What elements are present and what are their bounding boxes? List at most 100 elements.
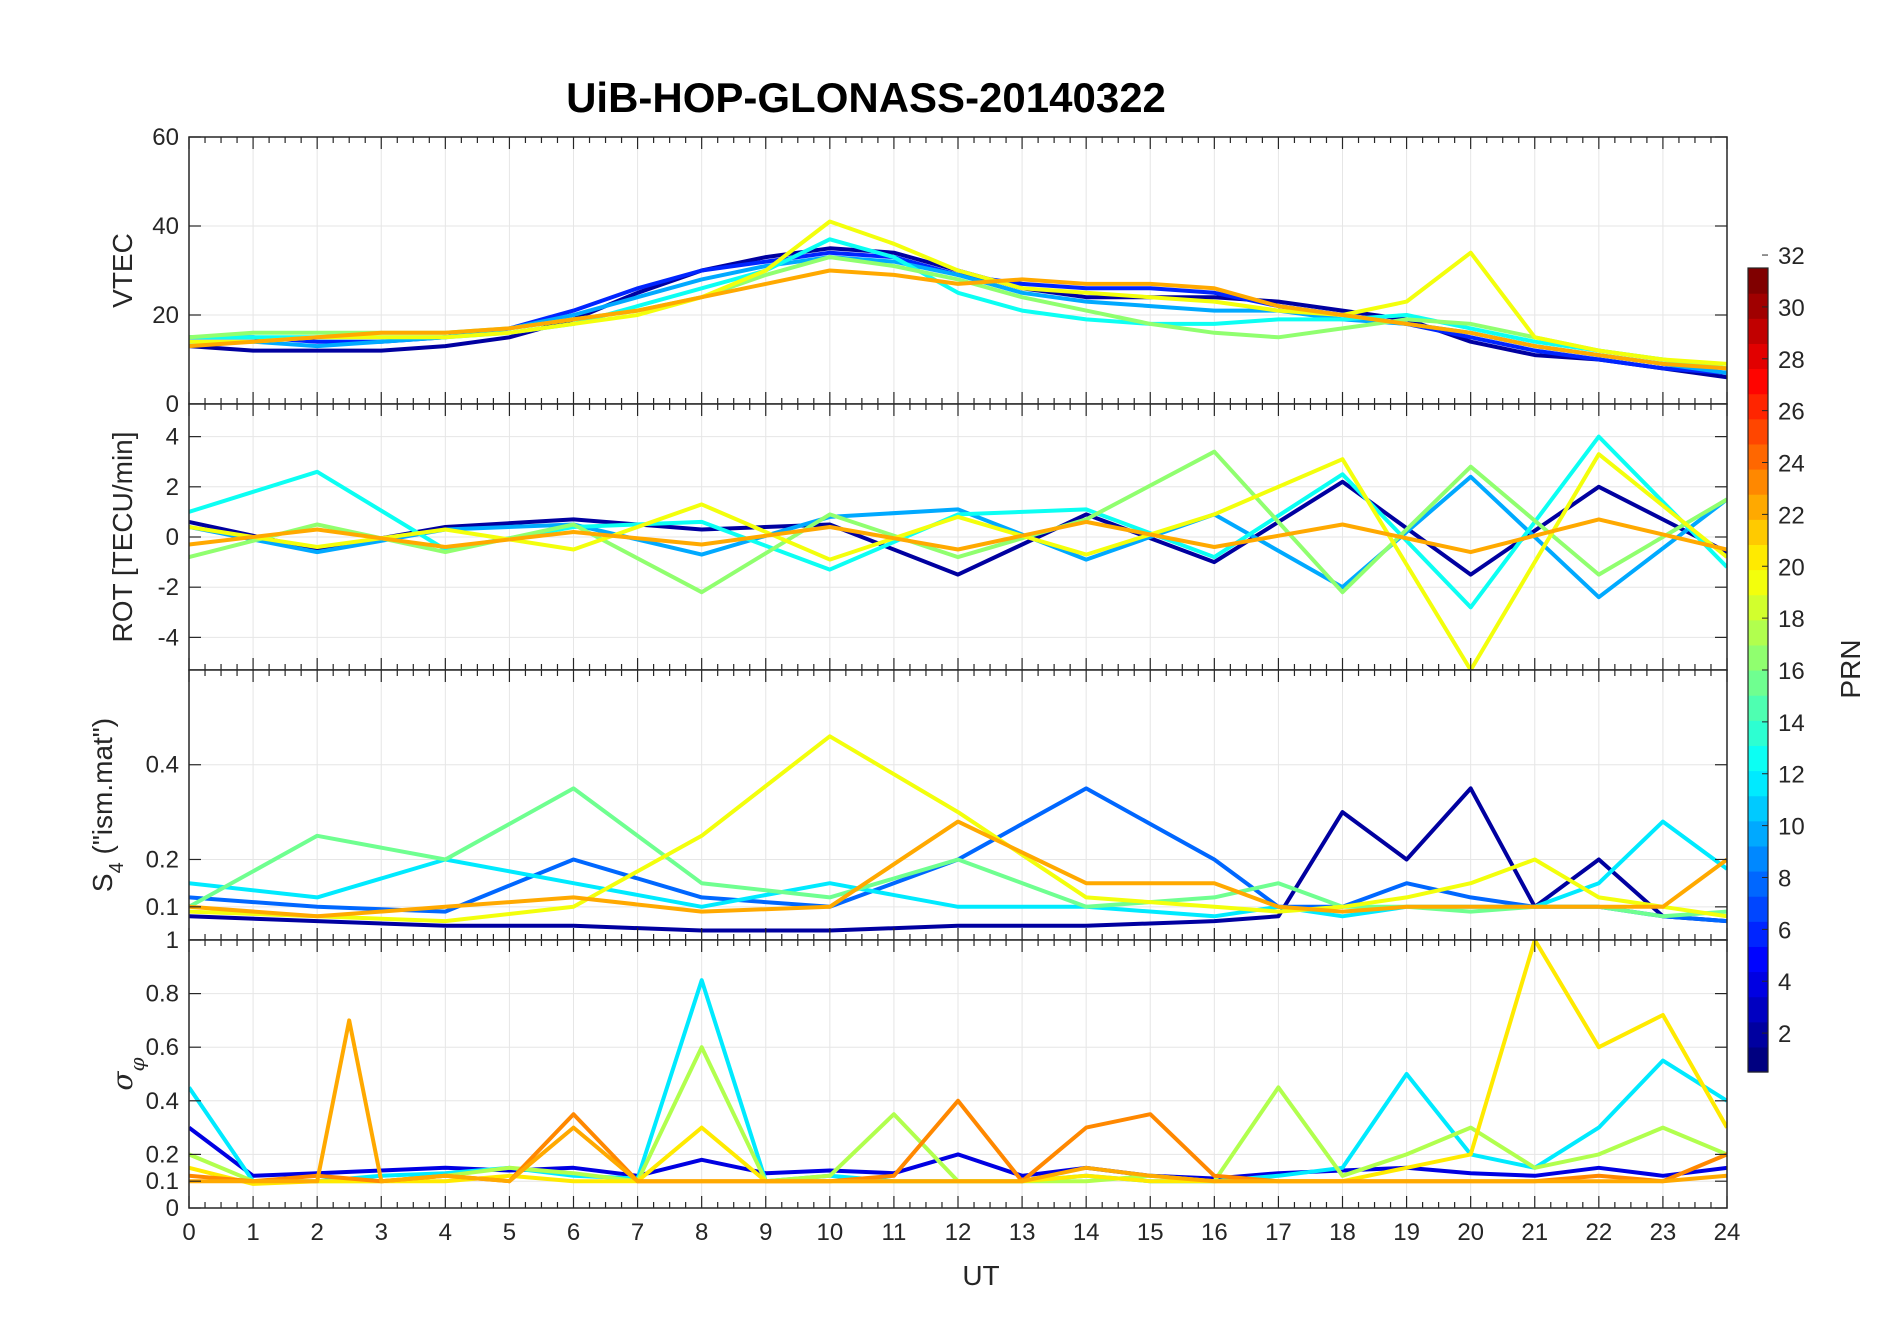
y-tick-label: 0.2 <box>146 846 179 873</box>
x-tick-label: 17 <box>1265 1219 1292 1246</box>
colorbar-swatch <box>1748 1021 1768 1048</box>
colorbar-tick-label: 4 <box>1778 969 1791 996</box>
y-axis-label-sub: φ <box>125 1057 149 1071</box>
x-tick-label: 19 <box>1393 1219 1420 1246</box>
y-axis-label-sub: 4 <box>106 862 128 873</box>
panel-vtec: 0 20 40 60 VTEC <box>107 124 1728 418</box>
colorbar-swatch <box>1748 971 1768 998</box>
x-tick-label: 9 <box>759 1219 772 1246</box>
colorbar-swatch <box>1748 418 1768 445</box>
panel-s4: 0.10.20.4S4 ("ism.mat") <box>87 669 1728 941</box>
colorbar-swatch <box>1748 996 1768 1023</box>
series-line-prn-23 <box>189 268 1727 371</box>
y-tick-label: 0 <box>166 391 179 418</box>
x-tick-label: 15 <box>1137 1219 1164 1246</box>
colorbar-tick-label: 30 <box>1778 295 1805 322</box>
x-tick-label: 18 <box>1329 1219 1356 1246</box>
colorbar-tick-label: 24 <box>1778 451 1805 478</box>
colorbar-tick-label: 8 <box>1778 865 1791 892</box>
colorbar-tick-label: 16 <box>1778 658 1805 685</box>
x-tick-label: 8 <box>695 1219 708 1246</box>
x-tick-label: 20 <box>1457 1219 1484 1246</box>
colorbar-swatch <box>1748 670 1768 696</box>
y-tick-label: 0.4 <box>146 1088 179 1115</box>
colorbar-swatch <box>1748 494 1768 520</box>
series-group <box>189 434 1727 670</box>
series-line-prn-20 <box>189 734 1727 924</box>
y-tick-label: 0.8 <box>146 981 179 1008</box>
colorbar-swatch <box>1748 745 1768 772</box>
colorbar-tick-label: 32 <box>1778 243 1805 270</box>
colorbar-tick-label: 14 <box>1778 710 1805 737</box>
colorbar-swatch <box>1748 946 1768 973</box>
series-line-prn-23 <box>189 819 1727 919</box>
x-tick-label: 13 <box>1009 1219 1036 1246</box>
y-axis-label-tail: ("ism.mat") <box>87 718 118 862</box>
x-tick-label: 5 <box>503 1219 516 1246</box>
x-axis-label: UT <box>962 1260 999 1291</box>
y-tick-label: 0 <box>166 1195 179 1222</box>
series-line-prn-20 <box>189 219 1727 366</box>
series-line-prn-23 <box>189 1018 1727 1184</box>
colorbar-swatch <box>1748 1046 1768 1073</box>
colorbar-tick-label: 6 <box>1778 917 1791 944</box>
y-tick-label: 0.1 <box>146 1168 179 1195</box>
colorbar-swatch <box>1748 871 1768 897</box>
x-tick-label: 6 <box>567 1219 580 1246</box>
series-group <box>189 940 1727 1186</box>
colorbar-swatch <box>1748 443 1768 470</box>
y-tick-label: 0.6 <box>146 1034 179 1061</box>
y-tick-label: 0 <box>166 524 179 551</box>
chart-title: UiB-HOP-GLONASS-20140322 <box>566 74 1166 121</box>
colorbar-label: PRN <box>1835 639 1866 698</box>
colorbar-tick-label: 22 <box>1778 502 1805 529</box>
series-line-prn-2 <box>189 786 1727 933</box>
y-tick-label: 0.1 <box>146 894 179 921</box>
series-line-prn-13 <box>189 434 1727 610</box>
y-tick-label: 4 <box>166 424 179 451</box>
colorbar-swatch <box>1748 268 1768 294</box>
colorbar-swatch <box>1748 318 1768 344</box>
x-tick-label: 1 <box>246 1219 259 1246</box>
colorbar-tick-label: 28 <box>1778 347 1805 374</box>
y-axis-label: VTEC <box>107 233 138 308</box>
x-tick-label: 2 <box>310 1219 323 1246</box>
colorbar-swatch <box>1748 343 1768 370</box>
colorbar-tick-label: 2 <box>1778 1021 1791 1048</box>
series-line-prn-2 <box>189 479 1727 577</box>
x-tick-label: 24 <box>1714 1219 1741 1246</box>
x-tick-label: 7 <box>631 1219 644 1246</box>
y-tick-label: 0.4 <box>146 752 179 779</box>
x-tick-label: 16 <box>1201 1219 1228 1246</box>
colorbar-swatch <box>1748 544 1768 571</box>
y-tick-label: 0.2 <box>146 1141 179 1168</box>
colorbar-swatch <box>1748 368 1768 395</box>
series-group <box>189 219 1727 380</box>
colorbar-swatch <box>1748 619 1768 646</box>
x-tick-label: 10 <box>816 1219 843 1246</box>
x-tick-label: 12 <box>945 1219 972 1246</box>
colorbar-tick-label: 10 <box>1778 814 1805 841</box>
y-tick-label: 40 <box>152 213 179 240</box>
x-tick-label: 11 <box>881 1219 906 1246</box>
colorbar-swatch <box>1748 845 1768 872</box>
y-tick-label: 20 <box>152 302 179 329</box>
x-tick-label: 21 <box>1521 1219 1548 1246</box>
colorbar-swatch <box>1748 569 1768 596</box>
series-line-prn-20 <box>189 452 1727 670</box>
x-tick-label: 22 <box>1585 1219 1612 1246</box>
colorbar-tick-label: 18 <box>1778 606 1805 633</box>
y-tick-label: 2 <box>166 474 179 501</box>
series-line-prn-4 <box>189 1126 1727 1181</box>
colorbar-tick-label: 26 <box>1778 399 1805 426</box>
series-line-prn-17 <box>189 449 1727 595</box>
panel-rot: -4 -2 0 2 4 ROT [TECU/min] <box>107 403 1728 671</box>
y-axis-label: ROT [TECU/min] <box>107 431 138 642</box>
colorbar-swatch <box>1748 695 1768 721</box>
colorbar-swatch <box>1748 820 1768 847</box>
colorbar-tick-label: 12 <box>1778 762 1805 789</box>
colorbar-swatch <box>1748 795 1768 822</box>
